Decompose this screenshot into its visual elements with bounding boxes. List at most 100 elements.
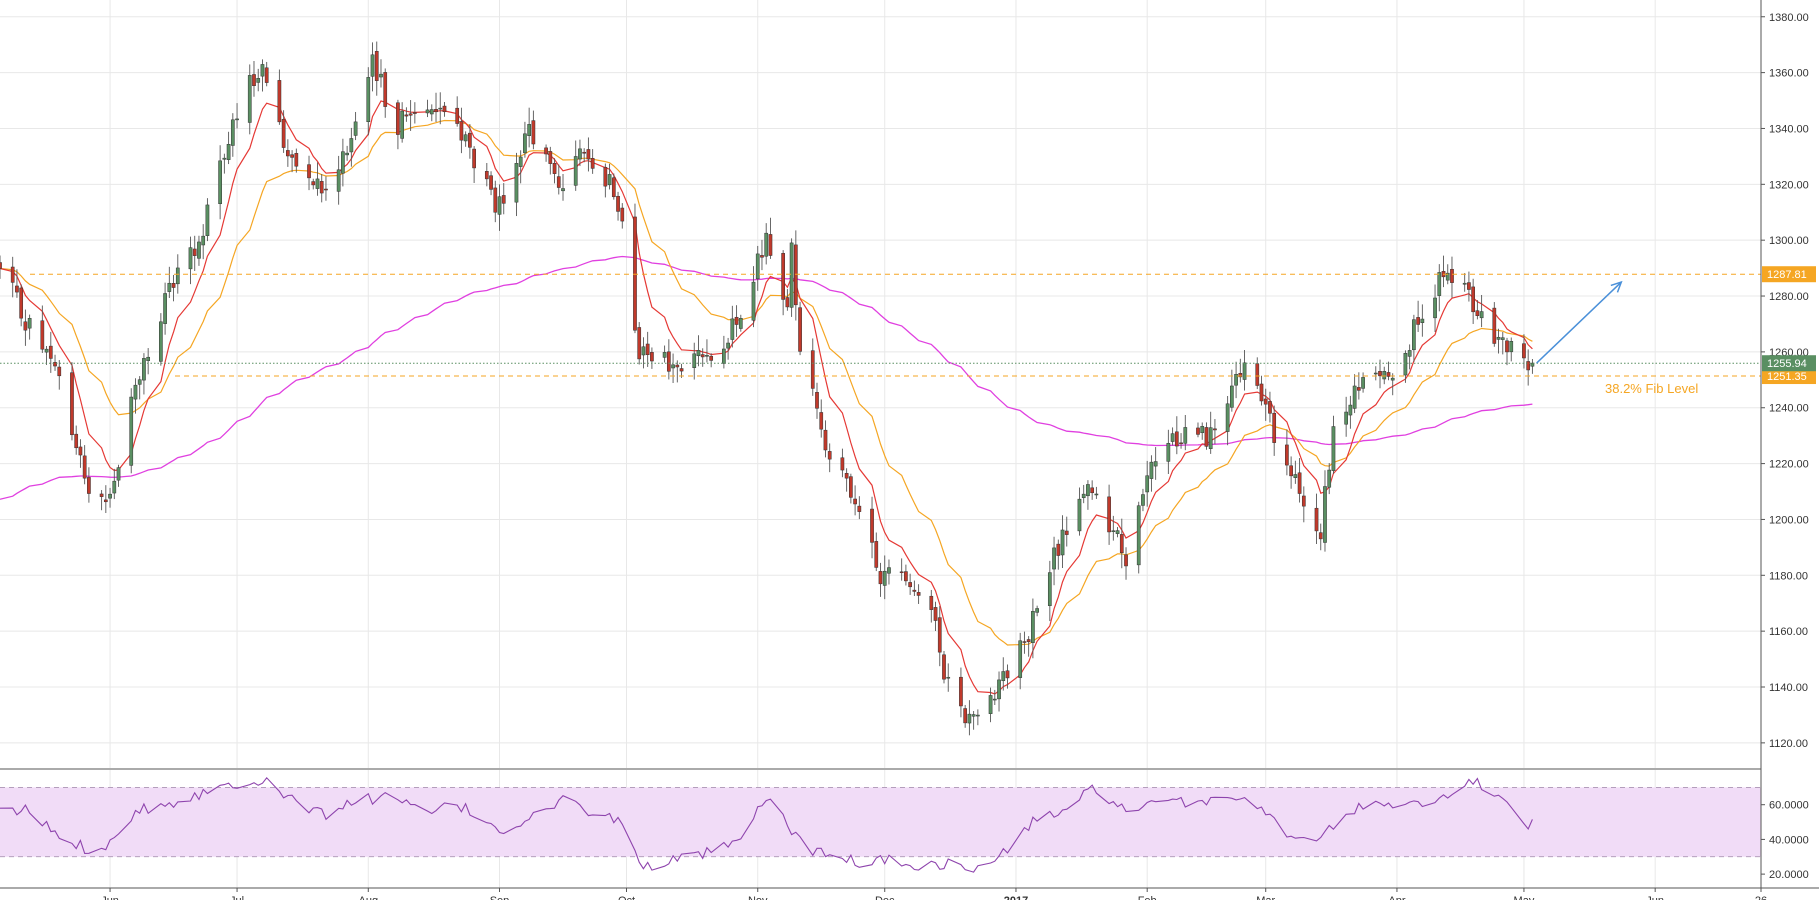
candle-body <box>1285 444 1289 466</box>
candle <box>705 339 709 363</box>
candle <box>1018 632 1023 690</box>
candle-body <box>1094 493 1099 496</box>
candle <box>171 274 176 302</box>
candle-body <box>1005 670 1010 679</box>
candle-body <box>1259 383 1264 402</box>
candle-body <box>142 358 146 381</box>
rsi-panel <box>0 776 1761 873</box>
candle-body <box>1149 461 1154 479</box>
candle <box>82 445 87 485</box>
candle-body <box>1060 529 1065 556</box>
candle-body <box>294 153 299 167</box>
candle-body <box>315 178 320 189</box>
candle <box>159 313 163 366</box>
candle-body <box>840 457 845 471</box>
candle-body <box>103 499 108 503</box>
candle-body <box>493 187 498 213</box>
candle <box>1056 539 1061 570</box>
price-levels: 38.2% Fib Level <box>0 273 1761 396</box>
candle-body <box>1107 496 1111 533</box>
candle <box>662 345 667 363</box>
price-tick-label: 1280.00 <box>1769 291 1809 303</box>
candle <box>142 353 146 395</box>
projection-arrow-shaft <box>1536 281 1622 364</box>
price-badge-resistance: 1287.81 <box>1762 266 1816 283</box>
candle-body <box>1390 377 1395 381</box>
candle-body <box>57 366 62 377</box>
candle-body <box>1416 317 1420 325</box>
candle-body <box>942 654 946 680</box>
candle <box>294 148 299 173</box>
candle <box>967 700 972 736</box>
candle <box>1005 664 1010 689</box>
candle-body <box>159 321 163 362</box>
candle-body <box>1111 530 1116 532</box>
candle-body <box>586 149 591 160</box>
candle-body <box>1136 505 1141 566</box>
candle-body <box>171 283 176 288</box>
candle-body <box>468 132 472 148</box>
candle-body <box>70 372 74 436</box>
candle <box>218 145 222 220</box>
candle <box>1289 456 1293 489</box>
candle-body <box>573 156 578 186</box>
candle-body <box>1001 671 1006 682</box>
candle <box>336 155 341 205</box>
candle <box>226 131 231 165</box>
candle <box>497 184 502 231</box>
candle <box>1204 422 1209 450</box>
candle <box>1475 300 1480 320</box>
candle <box>374 41 379 96</box>
candle <box>548 146 553 175</box>
time-tick-label: Apr <box>1388 895 1405 900</box>
candle <box>641 337 646 369</box>
candle <box>252 60 256 97</box>
candle <box>112 468 117 500</box>
candle <box>870 496 874 559</box>
candle <box>882 555 887 600</box>
candle <box>1060 515 1065 569</box>
candle <box>781 250 785 316</box>
candle-body <box>1445 272 1450 281</box>
time-tick-label: Dec <box>875 895 895 900</box>
fib-annotation: 38.2% Fib Level <box>1605 381 1698 396</box>
candle-body <box>349 138 354 153</box>
candle <box>167 266 172 298</box>
candle <box>1263 388 1268 421</box>
candle <box>1119 518 1124 569</box>
candle <box>1382 366 1387 385</box>
candle-body <box>764 232 769 257</box>
candle-body <box>1509 341 1514 353</box>
candle-body <box>1323 486 1327 543</box>
candle <box>997 671 1001 712</box>
candle-body <box>722 348 726 364</box>
candle <box>823 420 828 458</box>
candle <box>1471 278 1475 324</box>
candle-body <box>1500 337 1505 340</box>
candle <box>666 339 671 380</box>
candle-body <box>1077 498 1082 532</box>
candle-body <box>798 307 802 352</box>
candle-body <box>1119 534 1124 554</box>
candle <box>946 663 951 692</box>
candle <box>1327 463 1332 495</box>
candle-body <box>1412 319 1416 351</box>
candle <box>188 236 193 285</box>
candle-body <box>400 110 405 139</box>
price-badge-label: 1251.35 <box>1767 371 1807 383</box>
candle <box>988 687 993 723</box>
time-tick-label: 26 <box>1755 895 1767 900</box>
candle-body <box>997 679 1001 700</box>
candle-body <box>1200 426 1205 434</box>
candle <box>103 485 108 514</box>
candle-body <box>413 112 417 114</box>
price-tick-label: 1180.00 <box>1769 570 1808 582</box>
candle <box>514 152 519 217</box>
candle-body <box>662 352 667 358</box>
candle <box>942 651 946 684</box>
candle <box>146 348 151 375</box>
candle <box>789 238 794 317</box>
candle <box>518 150 523 184</box>
candle <box>1259 375 1264 406</box>
